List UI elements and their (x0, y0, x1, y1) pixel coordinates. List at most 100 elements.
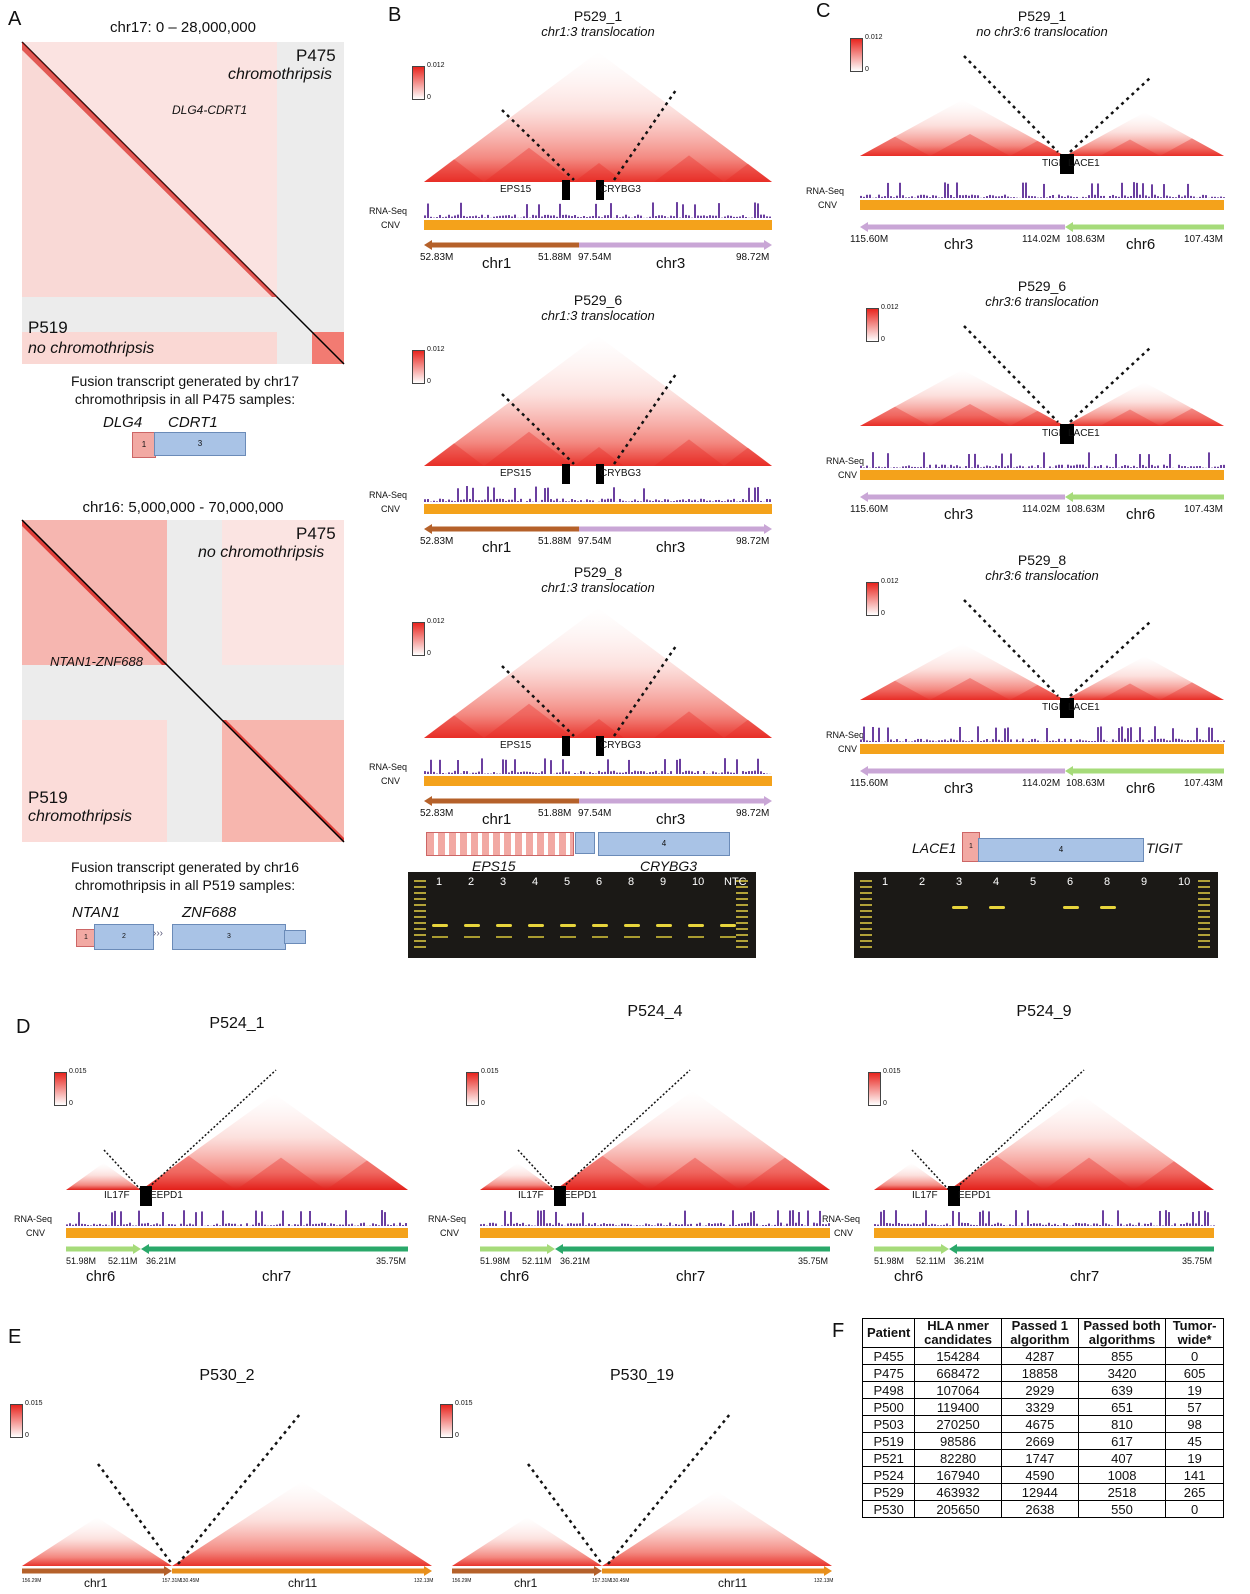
exon-utr (284, 930, 306, 944)
rna-seq-track (66, 1210, 407, 1226)
cnv-track (860, 470, 1224, 480)
rna-seq-track (860, 452, 1225, 468)
chromosome-arrows (22, 1566, 432, 1576)
gel-image-b: 1 2 3 4 5 6 8 9 10 NTC (408, 872, 756, 958)
heatmap-title: P524_4 (627, 1003, 683, 1020)
hic-triangle-heatmap (860, 325, 1224, 426)
map-label-chromothripsis: chromothripsis (228, 66, 333, 83)
table-cell: P455 (861, 1347, 916, 1365)
table-cell: P519 (861, 1432, 916, 1450)
chromosome-label-left: chr1 (482, 811, 512, 828)
table-cell: 1008 (1077, 1466, 1167, 1484)
color-scale-bar (868, 1072, 881, 1106)
gel-band (464, 924, 480, 927)
table-cell: 0 (1165, 1500, 1224, 1518)
cnv-label: CNV (440, 1228, 460, 1238)
coordinate-tick-label: 35.75M (1182, 1256, 1213, 1266)
rna-seq-track (424, 202, 771, 218)
table-cell: P498 (861, 1381, 916, 1399)
coordinate-tick-label: 107.43M (1184, 504, 1223, 515)
gel-band (560, 924, 576, 927)
fusion-gene-right: CDRT1 (168, 414, 218, 431)
cnv-label: CNV (834, 1228, 854, 1238)
gel-lane-label: 6 (596, 876, 603, 888)
coordinate-tick-label: 132.13M (414, 1578, 434, 1584)
color-scale-max: 0.015 (455, 1400, 473, 1407)
chromosome-arrow-left (424, 240, 579, 250)
coordinate-tick-label: 157.31M (162, 1578, 182, 1584)
chromosome-arrow-right (579, 796, 772, 806)
chromosome-arrow-left (22, 1566, 172, 1576)
chromosome-arrows (424, 524, 772, 534)
fusion-exons-eps15 (426, 832, 574, 856)
chromosome-label-right: chr6 (1126, 780, 1156, 797)
gene-label-left: TIGIT (1042, 702, 1068, 713)
map-label-chromothripsis: chromothripsis (28, 808, 133, 825)
panel-letter-e: E (8, 1326, 22, 1348)
coordinate-tick-label: 97.54M (578, 252, 612, 263)
color-scale-min: 0 (427, 378, 431, 385)
gel-band (464, 936, 480, 938)
gene-structure-glyph (562, 180, 604, 200)
gene-label-right: LACE1 (1068, 702, 1100, 713)
chromosome-arrows (860, 222, 1224, 232)
chromosome-arrow-right (172, 1566, 432, 1576)
hic-triangle-heatmap (22, 1413, 432, 1566)
table-cell: 407 (1077, 1449, 1167, 1467)
fusion-exon-small (575, 832, 595, 854)
gel-lane-label: 3 (500, 876, 507, 888)
coordinate-tick-label: 108.63M (1066, 234, 1105, 245)
chromosome-label-right: chr6 (1126, 236, 1156, 253)
fusion-gene-right: TIGIT (1146, 840, 1182, 856)
fusion-star-label: NTAN1-ZNF688 (50, 654, 143, 669)
gene-structure-glyph (948, 1186, 960, 1206)
table-cell: P529 (861, 1483, 916, 1501)
coordinate-tick-label: 36.21M (146, 1256, 177, 1266)
chromosome-label-left: chr6 (500, 1268, 530, 1285)
table-cell: P475 (861, 1364, 916, 1382)
cnv-track (66, 1228, 408, 1238)
chromosome-label-left: chr6 (894, 1268, 924, 1285)
gel-lane-label: 10 (692, 876, 705, 888)
table-header-cell: Patient (861, 1318, 916, 1348)
hic-triangle-heatmap (66, 1069, 408, 1191)
gene-label-right: CRYBG3 (600, 184, 641, 195)
color-scale-min: 0 (881, 336, 885, 343)
coordinate-tick-label: 157.31M (592, 1578, 612, 1584)
chromosome-arrow-right (141, 1244, 408, 1254)
table-cell: P503 (861, 1415, 916, 1433)
cnv-track (860, 744, 1224, 754)
coordinate-tick-label: 108.63M (1066, 504, 1105, 515)
coordinate-tick-label: 97.54M (578, 536, 612, 547)
coordinate-tick-label: 51.88M (538, 808, 572, 819)
gel-lane-label: NTC (724, 876, 747, 888)
color-scale-max: 0.012 (427, 618, 445, 625)
panel-letter-d: D (16, 1016, 31, 1038)
rna-seq-track (860, 726, 1225, 742)
table-cell: 57 (1165, 1398, 1224, 1416)
color-scale-min: 0 (481, 1100, 485, 1107)
hic-triangle-heatmap (452, 1413, 832, 1566)
gel-lane-label: 4 (993, 876, 1000, 888)
table-header-cell: Passed 1 algorithm (1000, 1318, 1079, 1348)
chromosome-arrow-left (860, 492, 1065, 502)
map-label-no-chromothripsis: no chromothripsis (28, 340, 155, 357)
table-row: P529 463932 12944 2518 265 (861, 1483, 1224, 1501)
coordinate-tick-label: 35.75M (376, 1256, 407, 1266)
chromosome-arrow-right (579, 240, 772, 250)
table-cell: P521 (861, 1449, 916, 1467)
map-label-p519: P519 (28, 318, 68, 337)
table-cell: P524 (861, 1466, 916, 1484)
cnv-label: CNV (818, 200, 838, 210)
table-cell: 617 (1077, 1432, 1167, 1450)
table-row: P521 82280 1747 407 19 (861, 1449, 1224, 1467)
color-scale-min: 0 (427, 94, 431, 101)
color-scale-bar (466, 1072, 479, 1106)
fusion-gene-left: NTAN1 (72, 904, 121, 921)
rna-seq-label: RNA-Seq (826, 730, 865, 740)
gel-band (624, 936, 640, 938)
table-cell: 82280 (914, 1449, 1002, 1467)
coordinate-tick-label: 51.98M (874, 1256, 905, 1266)
table-row: P524 167940 4590 1008 141 (861, 1466, 1224, 1484)
table-cell: 4287 (1000, 1347, 1079, 1365)
